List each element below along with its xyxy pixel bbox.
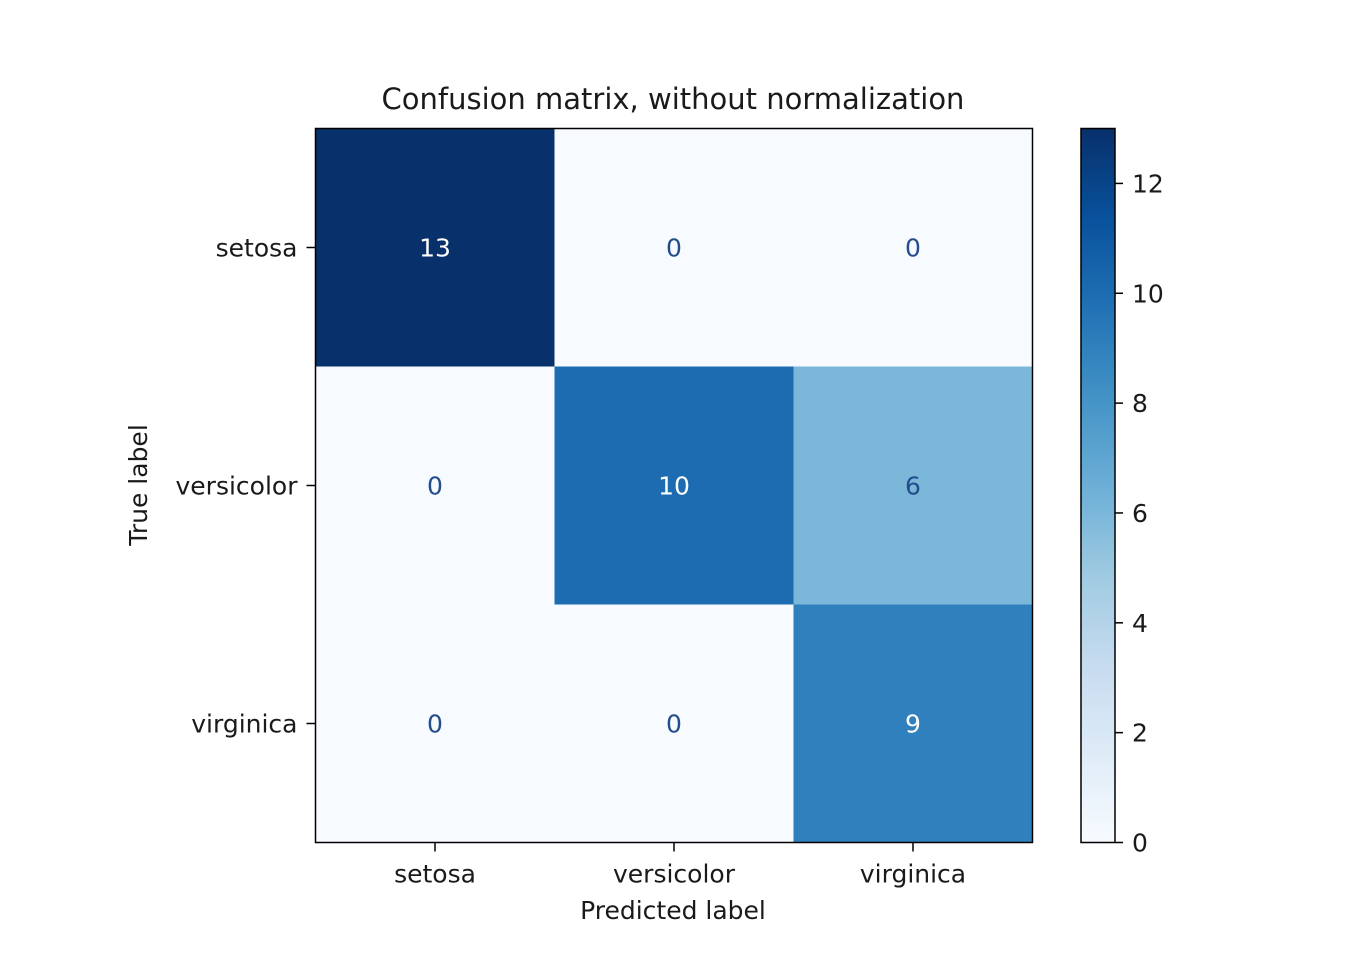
colorbar-ticks: 0 2 4 6 8 10 12 xyxy=(1115,169,1164,858)
matrix-cell xyxy=(793,604,1033,843)
matrix-cell-value: 13 xyxy=(419,234,451,263)
colorbar-frame xyxy=(1080,127,1116,844)
matrix-cell-value: 0 xyxy=(427,472,443,501)
y-tick-label: setosa xyxy=(216,234,298,263)
matrix-cell xyxy=(554,604,794,843)
colorbar-tick-label: 8 xyxy=(1132,389,1148,418)
colorbar-gradient xyxy=(1081,128,1115,843)
x-axis-label: Predicted label xyxy=(580,896,766,925)
x-axis: setosa versicolor virginica xyxy=(394,842,966,889)
matrix-cell xyxy=(554,366,794,605)
matrix-cell xyxy=(315,604,555,843)
matrix-cell-value: 10 xyxy=(658,472,690,501)
colorbar-tick-label: 2 xyxy=(1132,719,1148,748)
matrix-cell xyxy=(315,366,555,605)
x-tick-label: virginica xyxy=(860,860,966,889)
matrix-cell-value: 9 xyxy=(905,710,921,739)
colorbar-tick-label: 0 xyxy=(1132,829,1148,858)
matrix-cell xyxy=(793,128,1033,367)
matrix-cell xyxy=(793,366,1033,605)
matrix-cell-value: 0 xyxy=(666,234,682,263)
colorbar-tick-label: 4 xyxy=(1132,609,1148,638)
colorbar: 0 2 4 6 8 10 12 xyxy=(1080,127,1164,858)
plot-frame xyxy=(314,127,1034,844)
chart-title: Confusion matrix, without normalization xyxy=(382,82,965,116)
matrix-cell xyxy=(554,128,794,367)
x-tick-label: setosa xyxy=(394,860,476,889)
colorbar-tick-label: 6 xyxy=(1132,499,1148,528)
matrix-cells xyxy=(315,128,1033,843)
matrix-cell-labels: 13 0 0 0 10 6 0 0 9 xyxy=(419,234,921,739)
y-axis: setosa versicolor virginica xyxy=(176,234,316,739)
matrix-cell-value: 0 xyxy=(666,710,682,739)
matrix-cell-value: 6 xyxy=(905,472,921,501)
x-tick-label: versicolor xyxy=(613,860,736,889)
matrix-cell-value: 0 xyxy=(905,234,921,263)
colorbar-tick-label: 12 xyxy=(1132,169,1164,198)
y-axis-label: True label xyxy=(124,424,153,547)
matrix-cell-value: 0 xyxy=(427,710,443,739)
matrix-cell xyxy=(315,128,555,367)
y-tick-label: versicolor xyxy=(176,472,299,501)
colorbar-tick-label: 10 xyxy=(1132,279,1164,308)
y-tick-label: virginica xyxy=(191,710,297,739)
